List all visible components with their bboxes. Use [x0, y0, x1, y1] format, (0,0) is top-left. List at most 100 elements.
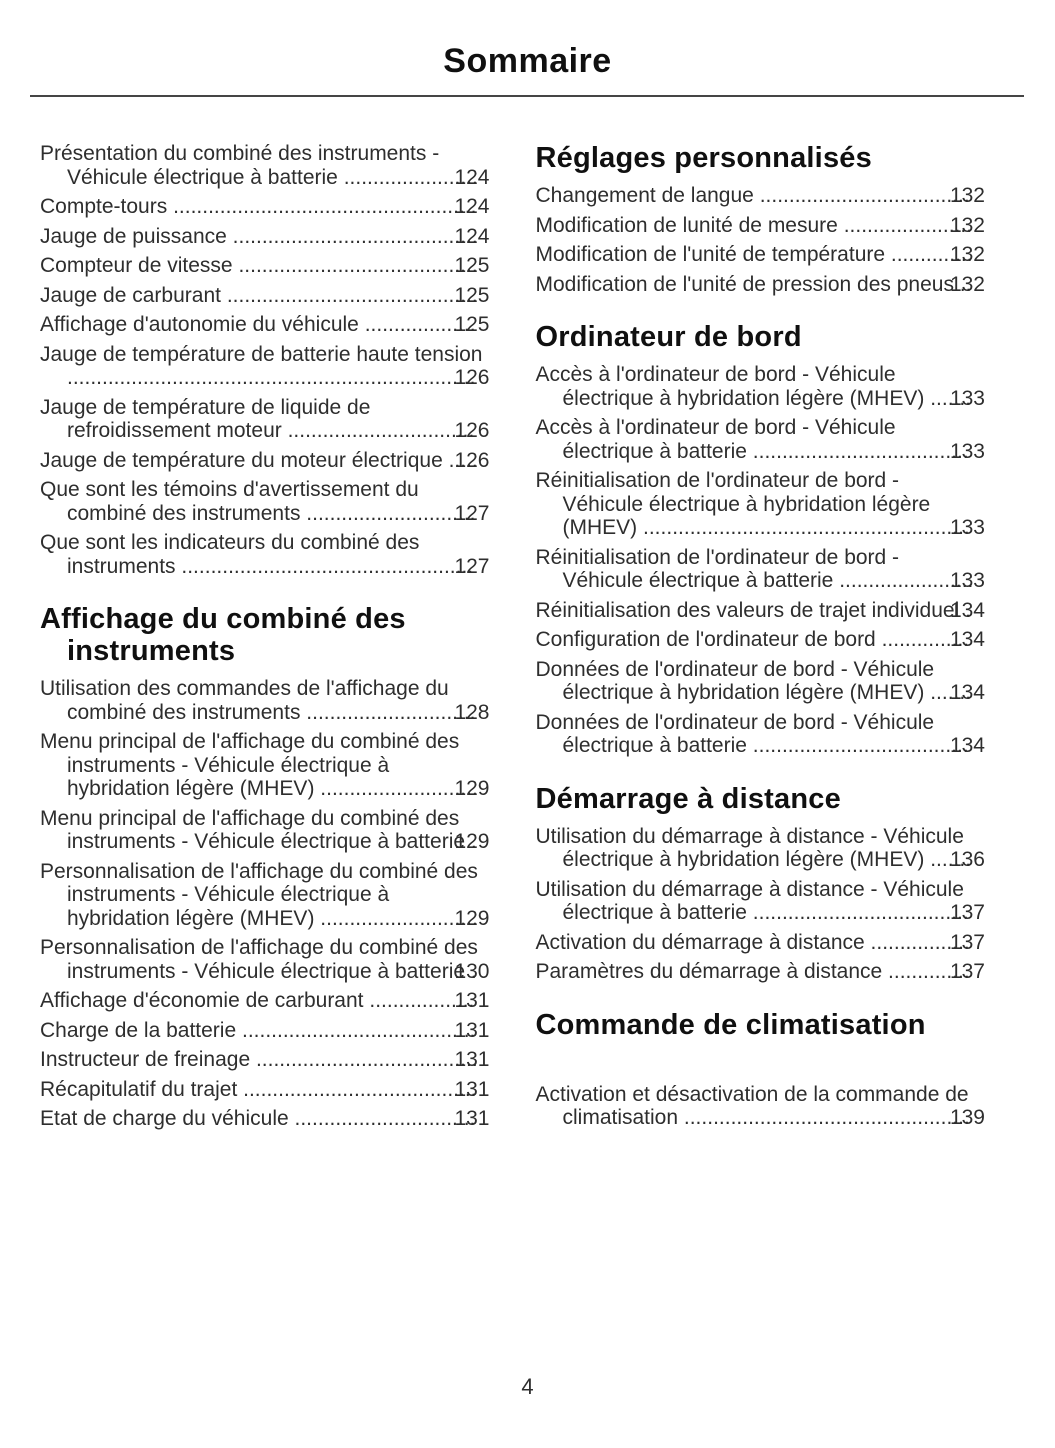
section-heading: Commande de climatisation — [535, 1008, 926, 1041]
toc-column-right: Réglages personnalisés Changement de lang… — [536, 142, 986, 1136]
toc-entry-title: Personnalisation de l'affichage du combi… — [40, 859, 478, 930]
toc-entry[interactable]: Accès à l'ordinateur de bord - Véhicule … — [536, 416, 986, 463]
toc-entry[interactable]: Affichage d'autonomie du véhicule ......… — [40, 313, 490, 337]
dot-leader: ........................................… — [67, 366, 476, 389]
section-heading: Affichage du combiné des instruments — [40, 603, 406, 667]
toc-columns: Présentation du combiné des instruments … — [0, 97, 1055, 1137]
toc-entry[interactable]: Modification de l'unité de pression des … — [536, 273, 986, 297]
dot-leader: .. — [959, 272, 972, 296]
toc-entry[interactable]: Menu principal de l'affichage du combiné… — [40, 730, 490, 801]
toc-entry-page: 129 — [454, 777, 490, 800]
toc-entry[interactable]: Réinitialisation des valeurs de trajet i… — [536, 599, 986, 623]
dot-leader: ............................... — [294, 1107, 476, 1130]
toc-entry[interactable]: Etat de charge du véhicule .............… — [40, 1107, 490, 1131]
toc-entry[interactable]: Que sont les témoins d'avertissement du … — [40, 478, 490, 525]
toc-entry-title: Jauge de température de liquide de refro… — [40, 395, 371, 443]
toc-entry[interactable]: Utilisation des commandes de l'affichage… — [40, 677, 490, 724]
dot-leader: ..................................... — [752, 734, 969, 757]
toc-entry[interactable]: Accès à l'ordinateur de bord - Véhicule … — [536, 363, 986, 410]
dot-leader: ........................................… — [643, 516, 970, 539]
toc-entry[interactable]: Récapitulatif du trajet ................… — [40, 1078, 490, 1102]
toc-entry-title: Configuration de l'ordinateur de bord — [535, 628, 876, 651]
toc-entry[interactable]: Paramètres du démarrage à distance .....… — [536, 960, 986, 984]
section-heading: Démarrage à distance — [535, 782, 841, 815]
toc-entry[interactable]: Charge de la batterie ..................… — [40, 1019, 490, 1043]
toc-entry[interactable]: Personnalisation de l'affichage du combi… — [40, 860, 490, 931]
toc-entry[interactable]: Personnalisation de l'affichage du combi… — [40, 936, 490, 983]
toc-entry-page: 132 — [949, 184, 985, 207]
toc-entry[interactable]: Données de l'ordinateur de bord - Véhicu… — [536, 711, 986, 758]
toc-entry[interactable]: Modification de lunité de mesure .......… — [536, 214, 986, 238]
toc-entry-page: 133 — [949, 516, 985, 539]
toc-entry[interactable]: Utilisation du démarrage à distance - Vé… — [536, 878, 986, 925]
toc-entry-title: Accès à l'ordinateur de bord - Véhicule … — [535, 416, 896, 463]
toc-entry-page: 129 — [454, 830, 490, 853]
toc-entry-title: Jauge de température du moteur électriqu… — [40, 448, 443, 472]
dot-leader: ........................................… — [181, 554, 474, 578]
dot-leader: ...................................... — [255, 1048, 478, 1071]
section-heading: Réglages personnalisés — [535, 142, 872, 174]
toc-entry-page: 131 — [454, 1107, 490, 1130]
dot-leader: ....... — [930, 386, 972, 410]
toc-entry[interactable]: Jauge de carburant .....................… — [40, 284, 490, 308]
toc-entry-title: Affichage d'autonomie du véhicule — [40, 313, 359, 336]
dot-leader: .............. — [890, 243, 973, 266]
toc-entry-title: Utilisation du démarrage à distance - Vé… — [535, 824, 964, 872]
toc-entry[interactable]: Présentation du combiné des instruments … — [40, 142, 490, 189]
dot-leader: ........................................… — [232, 224, 478, 248]
toc-entry[interactable]: Affichage d'économie de carburant ......… — [40, 989, 490, 1013]
toc-entry[interactable]: Instructeur de freinage ................… — [40, 1048, 490, 1072]
toc-entry-title: Jauge de température de batterie haute t… — [40, 342, 483, 366]
toc-entry[interactable]: Jauge de température de liquide de refro… — [40, 396, 490, 443]
page-title: Sommaire — [443, 42, 612, 80]
toc-entry-page: 125 — [454, 283, 490, 307]
toc-entry-title: Modification de l'unité de pression des … — [535, 272, 954, 296]
toc-entry[interactable]: Changement de langue ...................… — [536, 184, 986, 208]
toc-entry-page: 126 — [454, 419, 490, 442]
toc-entry-title: Que sont les indicateurs du combiné des … — [40, 531, 420, 578]
dot-leader: .................. — [369, 989, 475, 1012]
dot-leader: ........................................… — [226, 283, 478, 307]
toc-entry[interactable]: Compte-tours ...........................… — [40, 195, 490, 219]
toc-entry-title: Personnalisation de l'affichage du combi… — [40, 936, 478, 983]
toc-entry[interactable]: Compteur de vitesse ....................… — [40, 254, 490, 278]
dot-leader: .................................... — [759, 184, 970, 207]
toc-entry[interactable]: Réinitialisation de l'ordinateur de bord… — [536, 546, 986, 593]
toc-entry[interactable]: Activation et désactivation de la comman… — [536, 1083, 986, 1130]
dot-leader: ........................... — [320, 777, 478, 800]
toc-entry[interactable]: Utilisation du démarrage à distance - Vé… — [536, 825, 986, 872]
toc-entry[interactable]: Jauge de température du moteur électriqu… — [40, 449, 490, 473]
dot-leader: ........................................ — [243, 1077, 477, 1101]
dot-leader: ............................. — [306, 501, 476, 525]
dot-leader: ........................................… — [238, 254, 478, 277]
toc-entry-title: Modification de l'unité de température — [535, 243, 886, 266]
toc-entry-title: Utilisation du démarrage à distance - Vé… — [535, 877, 964, 925]
toc-entry[interactable]: Configuration de l'ordinateur de bord ..… — [536, 628, 986, 652]
toc-entry-title: Présentation du combiné des instruments … — [40, 142, 440, 189]
section-heading: Ordinateur de bord — [535, 321, 802, 353]
toc-entry-title: Jauge de puissance — [40, 224, 227, 248]
toc-entry-page: 131 — [454, 1077, 490, 1101]
toc-entry[interactable]: Jauge de puissance .....................… — [40, 225, 490, 249]
toc-entry[interactable]: Que sont les indicateurs du combiné des … — [40, 531, 490, 578]
toc-entry[interactable]: Modification de l'unité de température .… — [536, 243, 986, 267]
toc-entry-page: 127 — [454, 501, 490, 525]
toc-entry-title: Etat de charge du véhicule — [40, 1107, 289, 1130]
toc-entry-page: 137 — [949, 901, 985, 924]
dot-leader: ....... — [930, 848, 972, 871]
toc-entry[interactable]: Jauge de température de batterie haute t… — [40, 343, 490, 390]
toc-entry-page: 124 — [454, 195, 490, 218]
toc-entry-title: Charge de la batterie — [40, 1018, 237, 1042]
toc-entry[interactable]: Données de l'ordinateur de bord - Véhicu… — [536, 658, 986, 705]
toc-entry-title: Compte-tours — [40, 195, 168, 218]
dot-leader: . — [470, 959, 477, 983]
dot-leader: ....................... — [839, 569, 974, 592]
toc-entry[interactable]: Réinitialisation de l'ordinateur de bord… — [536, 469, 986, 540]
toc-entry-page: 137 — [949, 960, 985, 983]
toc-entry[interactable]: Activation du démarrage à distance .....… — [536, 931, 986, 955]
toc-entry-page: 133 — [949, 569, 985, 592]
dot-leader: ........................................… — [173, 195, 477, 218]
toc-entry[interactable]: Menu principal de l'affichage du combiné… — [40, 807, 490, 854]
toc-entry-title: Activation et désactivation de la comman… — [535, 1082, 969, 1130]
